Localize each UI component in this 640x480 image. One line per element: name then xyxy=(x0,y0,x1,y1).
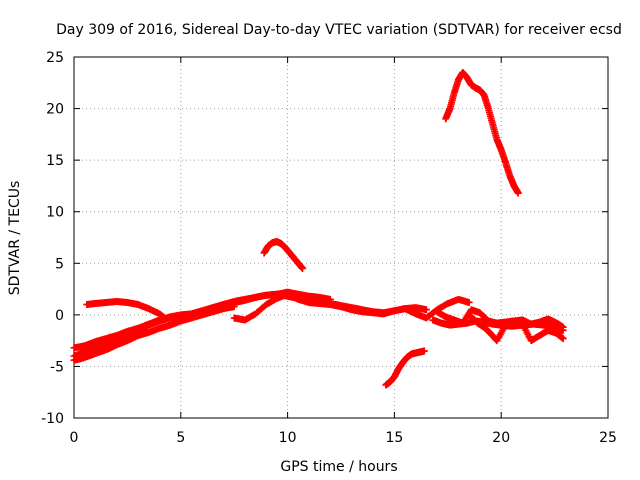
y-tick-label: 5 xyxy=(55,256,64,272)
series-tail-arc-c xyxy=(467,313,567,345)
gridlines xyxy=(74,57,608,418)
y-axis-label: SDTVAR / TECUs xyxy=(7,181,23,296)
plot-frame xyxy=(73,56,609,419)
series-hump-arc xyxy=(260,238,307,272)
data-point xyxy=(559,335,567,343)
series-mid-arc xyxy=(230,290,473,324)
data-point xyxy=(559,323,567,331)
data-point xyxy=(465,298,473,306)
data-point xyxy=(299,264,307,272)
data-points xyxy=(70,68,567,389)
y-tick-label: 0 xyxy=(55,308,64,324)
x-tick-label: 5 xyxy=(176,430,185,446)
axis-ticks: 0 5 10 15 20 25 -10 -5 0 5 10 15 20 25 xyxy=(41,50,617,446)
y-tick-label: -10 xyxy=(41,411,64,427)
series-low-arc-c xyxy=(70,303,238,364)
y-tick-label: 25 xyxy=(46,50,64,66)
data-point xyxy=(230,303,238,311)
data-point xyxy=(420,347,428,355)
series-plateau-arc xyxy=(83,297,170,323)
x-tick-label: 0 xyxy=(70,430,79,446)
y-tick-label: 15 xyxy=(46,153,64,169)
x-tick-label: 25 xyxy=(599,430,617,446)
data-point xyxy=(422,306,430,314)
x-tick-label: 15 xyxy=(385,430,403,446)
data-point xyxy=(162,315,170,323)
data-point xyxy=(514,189,522,197)
series-high-arc xyxy=(442,68,522,197)
x-tick-label: 20 xyxy=(492,430,510,446)
x-axis-label: GPS time / hours xyxy=(280,459,397,475)
series-low-arc-b xyxy=(70,288,334,352)
chart-title: Day 309 of 2016, Sidereal Day-to-day VTE… xyxy=(56,22,622,38)
y-tick-label: -5 xyxy=(50,359,64,375)
series-dip-arc xyxy=(382,347,428,389)
x-tick-label: 10 xyxy=(279,430,297,446)
y-tick-label: 20 xyxy=(46,102,64,118)
y-tick-label: 10 xyxy=(46,205,64,221)
